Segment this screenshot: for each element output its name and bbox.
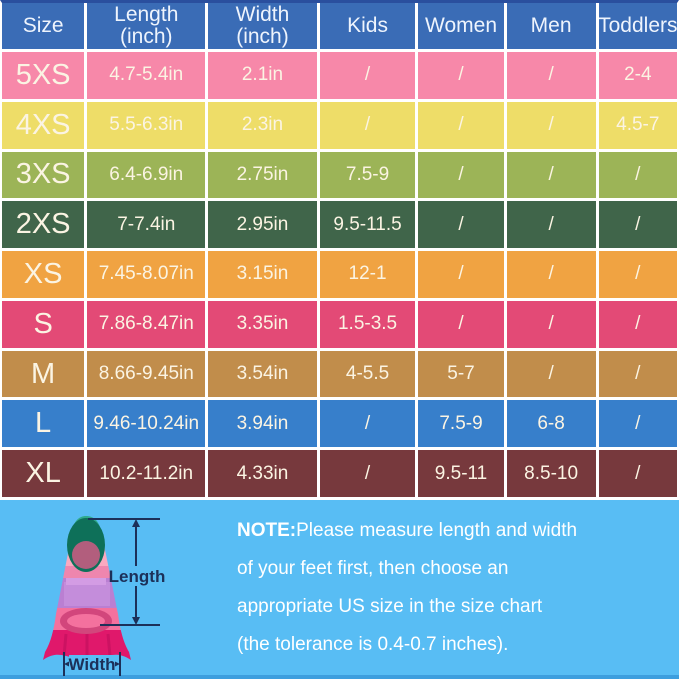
width-value: 4.33in: [208, 450, 317, 497]
kids-value: 4-5.5: [319, 350, 416, 398]
women-value: /: [418, 151, 504, 199]
footer-note-section: Length Width NOTE:Please measure length …: [0, 500, 679, 679]
men-value: 8.5-10: [506, 450, 596, 497]
width-label-group: Width: [68, 655, 116, 674]
toddlers-value: /: [598, 151, 677, 199]
width-value: 2.1in: [208, 52, 317, 99]
column-header-length: Length (inch): [87, 3, 206, 49]
men-value: /: [506, 52, 596, 99]
women-value: /: [418, 201, 504, 249]
size-label-4xs: 4XS: [2, 101, 85, 149]
toddlers-value: /: [598, 300, 677, 348]
women-value: /: [418, 300, 504, 348]
length-value: 8.66-9.45in: [87, 350, 206, 398]
column-header-kids: Kids: [319, 3, 416, 49]
column-header-women: Women: [418, 3, 504, 49]
note-line: (the tolerance is 0.4-0.7 inches).: [237, 634, 509, 655]
column-header-sublabel: (inch): [236, 25, 289, 48]
length-value: 10.2-11.2in: [87, 450, 206, 497]
column-header-label: Length: [114, 3, 179, 26]
women-value: /: [418, 101, 504, 149]
width-value: 3.35in: [208, 300, 317, 348]
width-value: 3.54in: [208, 350, 317, 398]
length-value: 9.46-10.24in: [87, 400, 206, 448]
women-value: /: [418, 251, 504, 298]
note-line-text: Please measure length and width: [296, 520, 578, 541]
toddlers-value: /: [598, 251, 677, 298]
men-value: /: [506, 300, 596, 348]
width-value: 2.3in: [208, 101, 317, 149]
column-header-men: Men: [506, 3, 596, 49]
kids-value: 12-1: [319, 251, 416, 298]
kids-value: 9.5-11.5: [319, 201, 416, 249]
size-label-s: S: [2, 300, 85, 348]
length-value: 5.5-6.3in: [87, 101, 206, 149]
column-header-label: Width: [235, 3, 290, 26]
note-label: NOTE:: [237, 520, 297, 541]
length-value: 7-7.4in: [87, 201, 206, 249]
column-header-toddlers: Toddlers: [598, 3, 677, 49]
men-value: /: [506, 350, 596, 398]
width-value: 3.94in: [208, 400, 317, 448]
swim-fin-svg: Length Width: [43, 516, 166, 676]
size-label-2xs: 2XS: [2, 201, 85, 249]
column-header-label: Women: [425, 14, 498, 37]
width-label: Width: [68, 655, 115, 674]
width-value: 3.15in: [208, 251, 317, 298]
column-header-label: Men: [530, 14, 572, 37]
length-value: 7.45-8.07in: [87, 251, 206, 298]
kids-value: /: [319, 400, 416, 448]
toddlers-value: /: [598, 450, 677, 497]
toddlers-value: 2-4: [598, 52, 677, 99]
width-value: 2.75in: [208, 151, 317, 199]
size-chart-table: Size Length (inch) Width (inch) Kids Women…: [0, 0, 679, 500]
length-value: 6.4-6.9in: [87, 151, 206, 199]
length-value: 7.86-8.47in: [87, 300, 206, 348]
length-value: 4.7-5.4in: [87, 52, 206, 99]
toddlers-value: /: [598, 350, 677, 398]
note-text: NOTE:Please measure length and width of …: [237, 512, 667, 664]
women-value: 9.5-11: [418, 450, 504, 497]
column-header-width: Width (inch): [208, 3, 317, 49]
men-value: 6-8: [506, 400, 596, 448]
women-value: 5-7: [418, 350, 504, 398]
kids-value: /: [319, 450, 416, 497]
toddlers-value: /: [598, 201, 677, 249]
column-header-size: Size: [2, 3, 85, 49]
fin-foot-opening: [60, 608, 112, 634]
column-header-label: Toddlers: [598, 14, 677, 37]
size-label-xs: XS: [2, 251, 85, 298]
size-label-3xs: 3XS: [2, 151, 85, 199]
kids-value: /: [319, 52, 416, 99]
column-header-label: Size: [22, 14, 64, 37]
column-header-sublabel: (inch): [120, 25, 173, 48]
size-label-xl: XL: [2, 450, 85, 497]
men-value: /: [506, 201, 596, 249]
swim-fin-illustration: Length Width: [8, 504, 223, 679]
size-label-m: M: [2, 350, 85, 398]
note-line: NOTE:Please measure length and width: [237, 512, 667, 550]
men-value: /: [506, 151, 596, 199]
women-value: /: [418, 52, 504, 99]
kids-value: /: [319, 101, 416, 149]
column-header-label: Kids: [347, 14, 388, 37]
width-value: 2.95in: [208, 201, 317, 249]
size-label-5xs: 5XS: [2, 52, 85, 99]
toddlers-value: 4.5-7: [598, 101, 677, 149]
size-label-l: L: [2, 400, 85, 448]
kids-value: 1.5-3.5: [319, 300, 416, 348]
women-value: 7.5-9: [418, 400, 504, 448]
toddlers-value: /: [598, 400, 677, 448]
note-line: of your feet first, then choose an: [237, 558, 509, 579]
fin-toe-pocket: [67, 518, 105, 572]
note-line: appropriate US size in the size chart: [237, 596, 543, 617]
men-value: /: [506, 101, 596, 149]
length-label-group: Length: [109, 566, 166, 586]
men-value: /: [506, 251, 596, 298]
length-label: Length: [109, 567, 166, 586]
kids-value: 7.5-9: [319, 151, 416, 199]
